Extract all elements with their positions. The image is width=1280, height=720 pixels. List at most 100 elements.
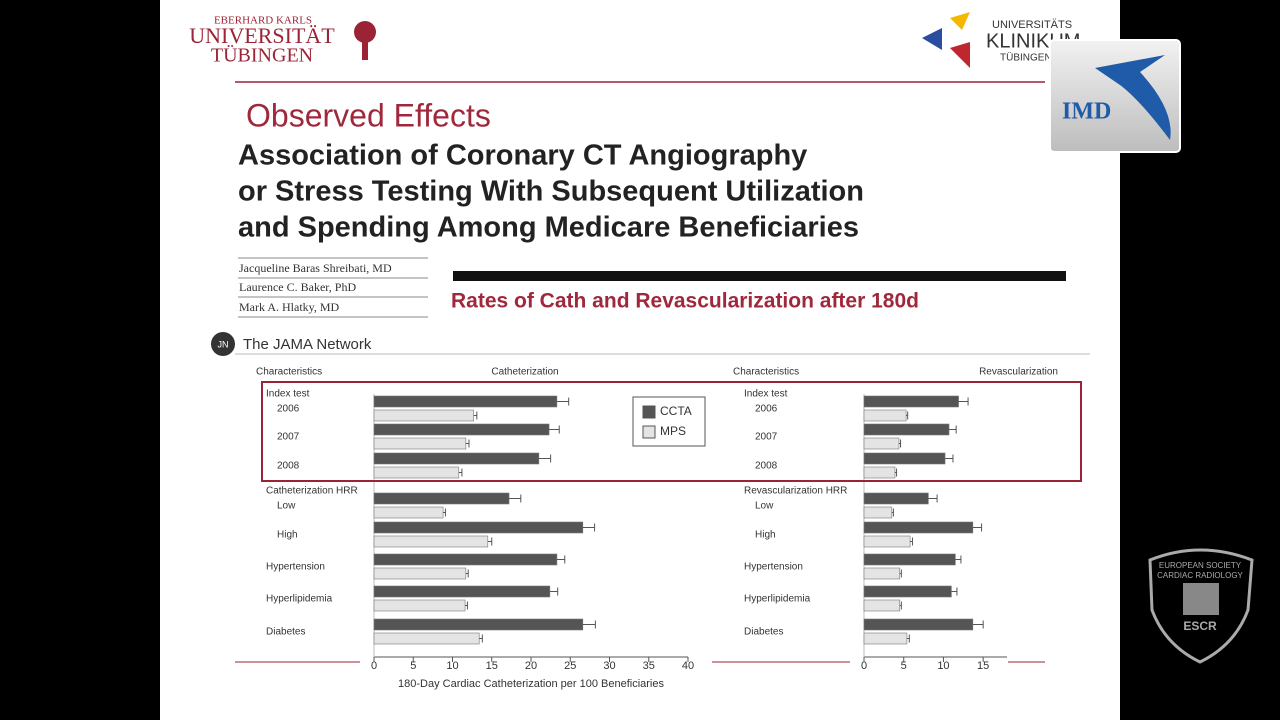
logo-text: UNIVERSITÄTS	[992, 19, 1072, 31]
slide-background	[160, 0, 1120, 720]
bar	[373, 492, 510, 505]
bar	[373, 395, 558, 408]
bar	[863, 423, 950, 436]
category-label: 2006	[277, 404, 300, 415]
x-axis-label: 180-Day Cardiac Catheterization per 100 …	[398, 678, 664, 690]
category-label: 2008	[755, 461, 778, 472]
bar	[373, 618, 584, 631]
x-tick-label: 30	[603, 660, 615, 672]
bar	[373, 632, 480, 645]
bar	[373, 567, 467, 580]
x-tick-label: 5	[901, 660, 907, 672]
title-line: or Stress Testing With Subsequent Utiliz…	[238, 176, 864, 208]
bar	[863, 618, 974, 631]
bar	[373, 521, 584, 534]
bar	[863, 437, 900, 450]
logo-tree	[354, 21, 376, 43]
bar	[863, 506, 893, 519]
logo-escr: EUROPEAN SOCIETY CARDIAC RADIOLOGY ESCR	[1148, 548, 1254, 664]
author: Laurence C. Baker, PhD	[239, 280, 356, 294]
group-label: Revascularization HRR	[744, 486, 847, 497]
bar	[863, 535, 911, 548]
category-label: Diabetes	[266, 627, 305, 638]
x-tick-label: 35	[643, 660, 655, 672]
bar	[863, 492, 929, 505]
authors: Jacqueline Baras Shreibati, MD Laurence …	[238, 257, 428, 318]
legend-label: MPS	[660, 424, 686, 438]
network-badge-text: JN	[218, 339, 229, 349]
author: Mark A. Hlatky, MD	[239, 300, 340, 314]
column-header: Characteristics	[733, 367, 799, 378]
logo-box	[1049, 39, 1181, 153]
x-tick-label: 0	[371, 660, 377, 672]
logo-shield	[1148, 548, 1254, 664]
bar	[373, 599, 466, 612]
bar	[863, 632, 908, 645]
title: Association of Coronary CT Angiography o…	[238, 140, 864, 244]
category-label: 2007	[277, 432, 300, 443]
bar	[373, 506, 444, 519]
x-tick-label: 15	[977, 660, 989, 672]
bar	[863, 409, 907, 422]
x-tick-label: 25	[564, 660, 576, 672]
category-label: Hyperlipidemia	[266, 594, 333, 605]
bar	[373, 553, 558, 566]
logo-imd: IMD	[1049, 39, 1181, 153]
x-tick-label: 15	[486, 660, 498, 672]
network-badge	[211, 332, 235, 356]
logo-text: EUROPEAN SOCIETY	[1159, 561, 1242, 570]
logo-shape	[950, 12, 970, 30]
title-line: Association of Coronary CT Angiography	[238, 140, 807, 172]
bar	[863, 599, 901, 612]
bar	[863, 553, 956, 566]
logo-tree	[362, 38, 368, 60]
banner: Rates of Cath and Revascularization afte…	[451, 290, 919, 313]
logo-bird	[1095, 55, 1171, 140]
logo-text: CARDIAC RADIOLOGY	[1157, 571, 1243, 580]
author: Jacqueline Baras Shreibati, MD	[239, 261, 392, 275]
category-label: 2006	[755, 404, 778, 415]
category-label: Low	[277, 501, 296, 512]
title-line: and Spending Among Medicare Beneficiarie…	[238, 212, 859, 244]
legend-swatch	[642, 405, 656, 419]
bar	[863, 395, 959, 408]
bar	[373, 423, 550, 436]
category-label: 2008	[277, 461, 300, 472]
logo-klinikum: UNIVERSITÄTS KLINIKUM TÜBINGEN	[922, 12, 1080, 68]
x-tick-label: 10	[937, 660, 949, 672]
category-label: High	[755, 530, 776, 541]
banner-bar	[453, 271, 1066, 281]
column-header: Characteristics	[256, 367, 322, 378]
highlight-box	[261, 381, 1082, 482]
logo-text: IMD	[1062, 99, 1111, 125]
bar	[373, 409, 474, 422]
category-label: 2007	[755, 432, 778, 443]
chart-title: Catheterization	[491, 367, 558, 378]
logo-shape	[922, 28, 942, 50]
x-tick-label: 40	[682, 660, 694, 672]
logo-text: TÜBINGEN	[211, 44, 313, 67]
x-tick-label: 10	[446, 660, 458, 672]
logo-map	[1183, 583, 1219, 615]
bar	[863, 452, 946, 465]
logo-text: TÜBINGEN	[1000, 52, 1052, 64]
logo-text: UNIVERSITÄT	[189, 23, 335, 48]
chart-title: Revascularization	[979, 367, 1058, 378]
bar	[373, 466, 460, 479]
bar	[373, 535, 489, 548]
logo-text: ESCR	[1183, 619, 1217, 633]
group-label: Catheterization HRR	[266, 486, 358, 497]
heading: Observed Effects	[246, 97, 491, 133]
category-label: Diabetes	[744, 627, 783, 638]
x-tick-label: 5	[410, 660, 416, 672]
category-label: High	[277, 530, 298, 541]
bar	[863, 567, 901, 580]
group-label: Index test	[266, 389, 310, 400]
category-label: Hyperlipidemia	[744, 594, 811, 605]
x-tick-label: 0	[861, 660, 867, 672]
legend-swatch	[642, 425, 656, 439]
logo-shape	[950, 42, 970, 68]
bar	[863, 521, 974, 534]
category-label: Hypertension	[266, 562, 325, 573]
